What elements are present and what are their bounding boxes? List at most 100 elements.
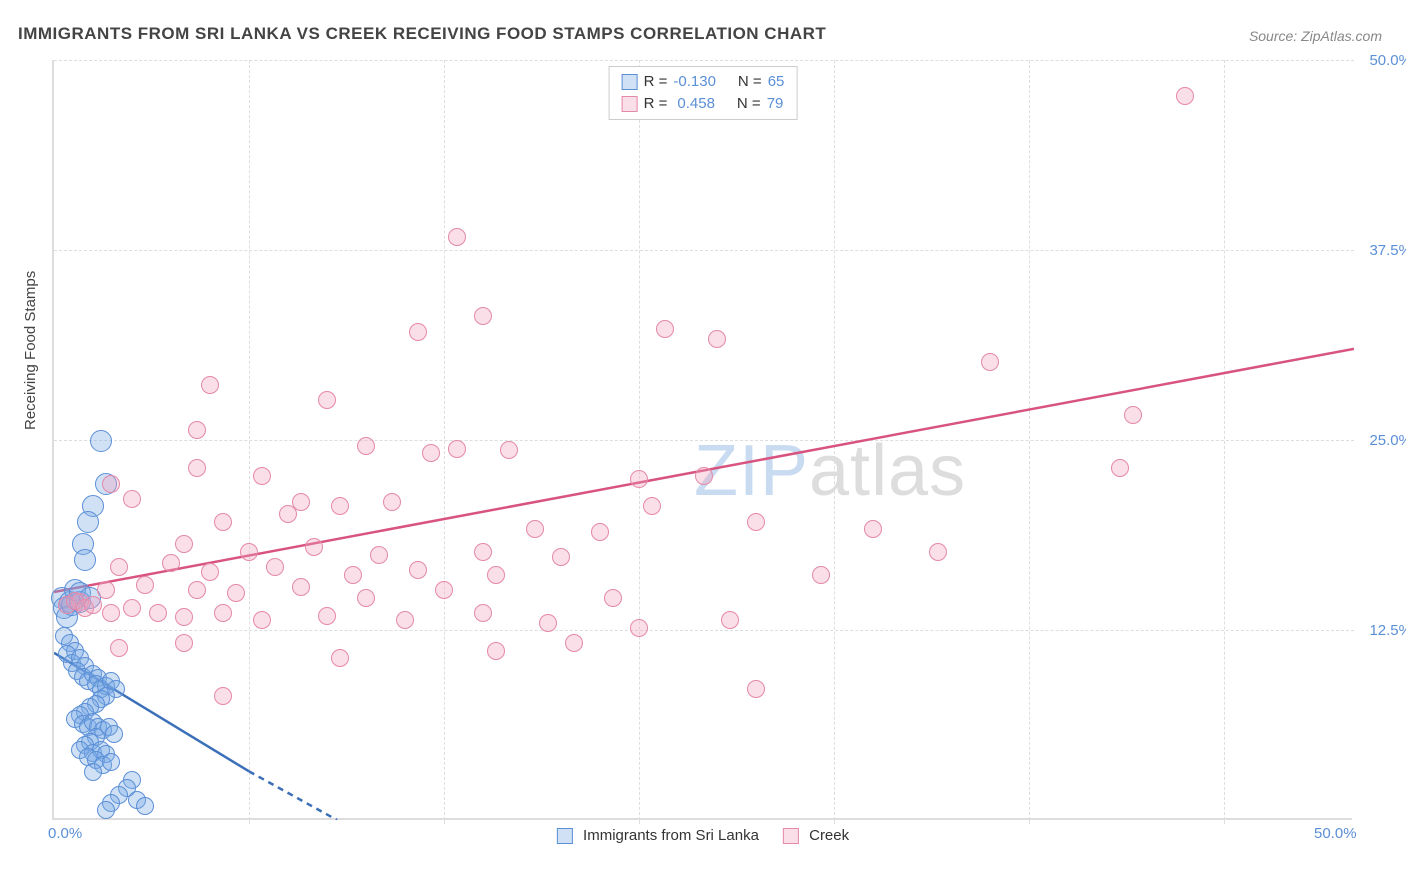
y-tick-label: 50.0% — [1357, 52, 1406, 69]
scatter-point — [227, 584, 245, 602]
scatter-point — [214, 513, 232, 531]
scatter-point — [474, 543, 492, 561]
y-tick-label: 25.0% — [1357, 432, 1406, 449]
source-attribution: Source: ZipAtlas.com — [1249, 28, 1382, 44]
legend-r-label: R = — [644, 71, 668, 93]
scatter-point — [604, 589, 622, 607]
legend-swatch-series-1 — [622, 96, 638, 112]
scatter-point — [201, 376, 219, 394]
scatter-point — [175, 608, 193, 626]
legend-swatch-series-0 — [622, 74, 638, 90]
scatter-point — [266, 558, 284, 576]
scatter-point — [1124, 406, 1142, 424]
legend-r-label: R = — [644, 93, 668, 115]
scatter-point — [630, 619, 648, 637]
scatter-point — [253, 611, 271, 629]
scatter-point — [695, 467, 713, 485]
scatter-point — [708, 330, 726, 348]
legend-n-label: N = — [737, 93, 761, 115]
scatter-point — [97, 581, 115, 599]
scatter-point — [162, 554, 180, 572]
scatter-point — [409, 561, 427, 579]
legend-r-value-0: -0.130 — [673, 71, 716, 93]
scatter-point — [102, 475, 120, 493]
scatter-point — [630, 470, 648, 488]
y-tick-label: 37.5% — [1357, 242, 1406, 259]
scatter-point — [812, 566, 830, 584]
scatter-point — [474, 307, 492, 325]
scatter-point — [929, 543, 947, 561]
scatter-point — [487, 566, 505, 584]
scatter-point — [721, 611, 739, 629]
y-axis-label: Receiving Food Stamps — [22, 271, 39, 430]
scatter-point — [331, 649, 349, 667]
scatter-point — [123, 599, 141, 617]
scatter-point — [747, 513, 765, 531]
scatter-point — [331, 497, 349, 515]
scatter-point — [74, 549, 96, 571]
scatter-point — [201, 563, 219, 581]
legend-n-label: N = — [738, 71, 762, 93]
scatter-point — [214, 687, 232, 705]
scatter-point — [110, 639, 128, 657]
scatter-point — [864, 520, 882, 538]
scatter-point — [136, 797, 154, 815]
scatter-point — [105, 725, 123, 743]
legend-r-value-1: 0.458 — [677, 93, 715, 115]
scatter-point — [175, 634, 193, 652]
scatter-point — [487, 642, 505, 660]
scatter-point — [292, 578, 310, 596]
scatter-point — [552, 548, 570, 566]
scatter-point — [188, 421, 206, 439]
legend-correlation: R = -0.130 N = 65 R = 0.458 N = 79 — [609, 66, 798, 120]
scatter-point — [214, 604, 232, 622]
scatter-point — [84, 596, 102, 614]
scatter-point — [102, 604, 120, 622]
scatter-point — [500, 441, 518, 459]
chart-area: ZIPatlas R = -0.130 N = 65 R = 0.458 N =… — [52, 60, 1352, 838]
scatter-point — [102, 753, 120, 771]
watermark: ZIPatlas — [694, 430, 966, 512]
scatter-point — [84, 763, 102, 781]
legend-row-series-1: R = 0.458 N = 79 — [622, 93, 785, 115]
scatter-point — [383, 493, 401, 511]
legend-row-series-0: R = -0.130 N = 65 — [622, 71, 785, 93]
x-tick-label: 50.0% — [1314, 825, 1357, 842]
scatter-point — [305, 538, 323, 556]
scatter-point — [318, 607, 336, 625]
legend-label-series-1: Creek — [809, 827, 849, 844]
scatter-point — [97, 801, 115, 819]
scatter-point — [188, 459, 206, 477]
scatter-point — [448, 228, 466, 246]
scatter-point — [474, 604, 492, 622]
scatter-point — [77, 511, 99, 533]
scatter-point — [175, 535, 193, 553]
legend-item-series-0: Immigrants from Sri Lanka — [557, 827, 759, 844]
scatter-point — [253, 467, 271, 485]
scatter-point — [370, 546, 388, 564]
legend-series: Immigrants from Sri Lanka Creek — [557, 827, 849, 844]
scatter-point — [318, 391, 336, 409]
plot-box: ZIPatlas R = -0.130 N = 65 R = 0.458 N =… — [52, 60, 1352, 820]
scatter-point — [149, 604, 167, 622]
scatter-point — [1176, 87, 1194, 105]
legend-n-value-0: 65 — [768, 71, 785, 93]
legend-label-series-0: Immigrants from Sri Lanka — [583, 827, 759, 844]
scatter-point — [409, 323, 427, 341]
chart-title: IMMIGRANTS FROM SRI LANKA VS CREEK RECEI… — [18, 24, 826, 44]
scatter-point — [279, 505, 297, 523]
scatter-point — [110, 558, 128, 576]
legend-swatch-series-1 — [783, 828, 799, 844]
scatter-point — [656, 320, 674, 338]
scatter-point — [981, 353, 999, 371]
scatter-point — [240, 543, 258, 561]
scatter-point — [1111, 459, 1129, 477]
scatter-point — [539, 614, 557, 632]
y-tick-label: 12.5% — [1357, 622, 1406, 639]
scatter-point — [357, 437, 375, 455]
scatter-point — [565, 634, 583, 652]
scatter-point — [123, 490, 141, 508]
legend-swatch-series-0 — [557, 828, 573, 844]
scatter-point — [591, 523, 609, 541]
scatter-point — [422, 444, 440, 462]
